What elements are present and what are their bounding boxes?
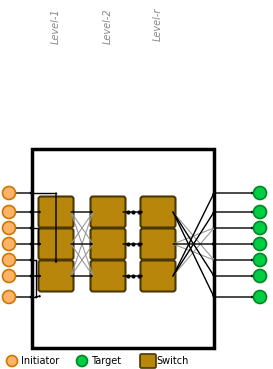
Text: Switch: Switch [156, 356, 189, 366]
Circle shape [254, 206, 266, 218]
Circle shape [254, 186, 266, 200]
Text: Target: Target [91, 356, 122, 366]
Circle shape [2, 269, 16, 283]
Circle shape [2, 238, 16, 251]
Circle shape [254, 269, 266, 283]
Circle shape [254, 290, 266, 303]
Circle shape [254, 221, 266, 235]
Circle shape [2, 186, 16, 200]
FancyBboxPatch shape [38, 228, 73, 259]
FancyBboxPatch shape [91, 228, 126, 259]
Circle shape [76, 355, 88, 366]
FancyBboxPatch shape [38, 197, 73, 228]
Text: Initiator: Initiator [22, 356, 60, 366]
FancyBboxPatch shape [32, 149, 214, 348]
Text: Level-1: Level-1 [51, 8, 61, 44]
Circle shape [254, 254, 266, 266]
Circle shape [254, 238, 266, 251]
Text: Level-2: Level-2 [103, 8, 113, 44]
Circle shape [2, 290, 16, 303]
Text: Level-r: Level-r [153, 8, 163, 41]
Circle shape [7, 355, 17, 366]
FancyBboxPatch shape [141, 197, 176, 228]
FancyBboxPatch shape [38, 261, 73, 292]
FancyBboxPatch shape [140, 354, 156, 368]
Circle shape [2, 206, 16, 218]
FancyBboxPatch shape [141, 261, 176, 292]
Circle shape [2, 221, 16, 235]
Circle shape [2, 254, 16, 266]
FancyBboxPatch shape [141, 228, 176, 259]
FancyBboxPatch shape [91, 261, 126, 292]
FancyBboxPatch shape [91, 197, 126, 228]
